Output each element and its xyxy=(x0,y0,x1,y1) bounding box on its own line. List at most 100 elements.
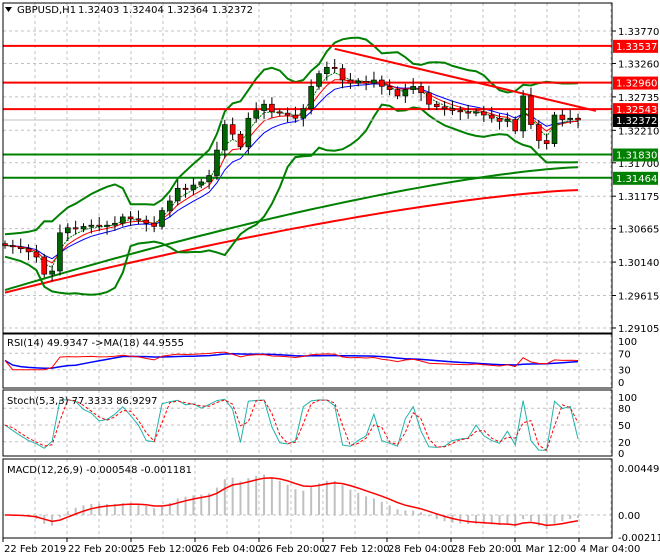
candle-body xyxy=(441,106,448,109)
candle-body xyxy=(575,117,581,121)
macd-bar xyxy=(247,478,250,515)
candle-body xyxy=(80,226,87,230)
stoch-panel[interactable] xyxy=(4,398,579,451)
trendline xyxy=(334,47,597,112)
candle-body xyxy=(316,73,322,87)
candle-body xyxy=(488,114,495,119)
rsi-tick-label: 70 xyxy=(618,349,631,360)
candle-body xyxy=(567,117,574,120)
candle-body xyxy=(433,103,440,108)
stoch-tick-label: 50 xyxy=(618,421,631,432)
candle-body xyxy=(378,79,385,87)
candle-body xyxy=(520,95,526,132)
candle-body xyxy=(410,86,417,90)
y-tick-label: 1.33260 xyxy=(618,59,659,70)
candle-body xyxy=(49,270,55,275)
macd-bar xyxy=(537,515,540,526)
stoch-tick-label: 100 xyxy=(618,393,637,404)
macd-bar xyxy=(278,480,281,515)
x-tick-label: 22 Feb 20:00 xyxy=(68,544,134,555)
candle-body xyxy=(276,111,283,114)
macd-bar xyxy=(569,515,572,519)
candle-body xyxy=(96,224,102,227)
macd-bar xyxy=(184,496,187,515)
macd-bar xyxy=(514,515,517,527)
rsi-ma-line xyxy=(4,353,579,369)
y-tick-label: 1.29105 xyxy=(618,324,659,335)
bollinger-lower xyxy=(4,103,579,296)
current-price-label: 1.32372 xyxy=(616,116,657,127)
price-panel[interactable] xyxy=(2,36,613,296)
y-tick-label: 1.31700 xyxy=(618,159,659,170)
macd-bar xyxy=(380,501,383,515)
candle-body xyxy=(418,86,424,94)
x-tick-label: 28 Feb 04:00 xyxy=(388,544,454,555)
stoch-tick-label: 80 xyxy=(618,404,631,415)
level-tag xyxy=(613,103,658,117)
x-tick-label: 25 Feb 12:00 xyxy=(132,544,198,555)
macd-tick-label: 0.00 xyxy=(618,511,640,522)
level-tag-label: 1.31464 xyxy=(616,174,657,185)
stoch-title: Stoch(5,3,3) 77.3333 86.9297 xyxy=(7,396,158,407)
current-price-tag xyxy=(613,113,658,127)
chart-header: GBPUSD,H1 1.32403 1.32404 1.32364 1.3237… xyxy=(5,5,253,16)
macd-panel[interactable] xyxy=(4,474,580,530)
candle-body xyxy=(543,140,550,144)
panel-border-2 xyxy=(2,389,613,457)
rsi-tick-label: 0 xyxy=(618,378,624,389)
candle-body xyxy=(331,66,338,69)
candle-body xyxy=(135,218,142,221)
macd-bar xyxy=(176,498,179,515)
macd-bar xyxy=(498,515,501,526)
candle-body xyxy=(10,245,16,248)
macd-bar xyxy=(200,494,203,515)
candle-body xyxy=(72,227,79,230)
x-tick-label: 4 Mar 04:00 xyxy=(580,544,640,555)
rsi-panel[interactable] xyxy=(4,351,579,371)
x-tick-label: 28 Feb 20:00 xyxy=(452,544,518,555)
candle-body xyxy=(245,117,252,148)
macd-bar xyxy=(294,489,297,515)
macd-bar xyxy=(192,495,195,515)
ema-mid-line xyxy=(4,79,579,264)
macd-bar xyxy=(545,515,548,530)
macd-bar xyxy=(490,515,493,525)
candle-body xyxy=(465,111,471,114)
y-tick-label: 1.29615 xyxy=(618,292,659,303)
candle-body xyxy=(159,210,165,227)
macd-bar xyxy=(459,515,462,524)
y-tick-label: 1.32210 xyxy=(618,126,659,137)
macd-bar xyxy=(435,515,438,520)
macd-bar xyxy=(553,515,556,524)
x-tick-label: 27 Feb 12:00 xyxy=(324,544,390,555)
level-tag-label: 1.31830 xyxy=(616,151,657,162)
macd-bar xyxy=(318,483,320,515)
macd-bar xyxy=(239,481,242,515)
rsi-tick-label: 30 xyxy=(618,366,631,377)
rsi-tick-label: 100 xyxy=(618,337,637,348)
macd-bar xyxy=(349,489,352,515)
candle-body xyxy=(308,86,314,109)
candle-body xyxy=(41,256,48,275)
macd-bar xyxy=(231,477,234,515)
panel-border-1 xyxy=(2,333,613,389)
triangle-down-icon[interactable] xyxy=(5,7,12,12)
macd-bar xyxy=(286,484,289,515)
macd-bar xyxy=(325,480,328,515)
candle-body xyxy=(17,246,24,250)
macd-bar xyxy=(106,503,109,515)
macd-bar xyxy=(522,515,525,520)
candle-body xyxy=(473,111,479,114)
candle-body xyxy=(355,80,362,84)
macd-bar xyxy=(372,498,375,515)
candle-body xyxy=(559,114,566,120)
candle-body xyxy=(394,89,401,97)
level-tag-label: 1.32960 xyxy=(616,79,657,90)
level-tag-label: 1.32543 xyxy=(616,105,657,116)
macd-bar xyxy=(404,510,407,515)
level-tag xyxy=(613,148,658,162)
macd-bar xyxy=(467,515,470,525)
candle-body xyxy=(174,187,181,202)
